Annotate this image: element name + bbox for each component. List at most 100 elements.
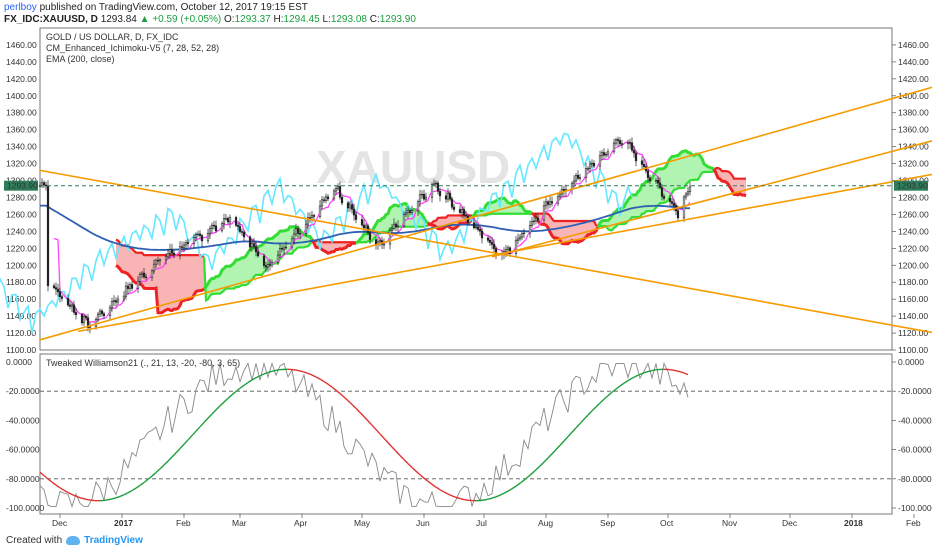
- candle-body: [682, 196, 686, 219]
- candle-body: [250, 243, 254, 248]
- signal-line-segment: [567, 431, 573, 438]
- signal-line-segment: [487, 497, 493, 500]
- candle-body: [602, 152, 606, 156]
- candle-body: [112, 300, 116, 302]
- signal-line-segment: [535, 465, 541, 471]
- signal-line-segment: [235, 387, 241, 392]
- signal-line-segment: [75, 495, 81, 499]
- candle-body: [588, 163, 592, 169]
- candle-body: [238, 226, 242, 232]
- candle-body: [626, 142, 630, 144]
- candle-body: [406, 210, 410, 214]
- candle-body: [420, 193, 424, 196]
- author-link[interactable]: perlboy: [4, 2, 37, 13]
- senkou-span-b: [713, 166, 746, 180]
- candle-body: [452, 206, 456, 210]
- candle-body: [70, 304, 74, 307]
- signal-line-segment: [259, 373, 265, 377]
- y-tick-label: 1160.00: [898, 294, 928, 304]
- signal-line-segment: [447, 493, 453, 497]
- signal-line-segment: [603, 395, 609, 400]
- signal-line-segment: [111, 497, 117, 500]
- candle-body: [44, 184, 48, 187]
- y-tick-label-left: 1420.00: [6, 74, 37, 84]
- candle-body: [60, 296, 64, 299]
- candle-body: [196, 233, 200, 236]
- candle-body: [164, 256, 168, 261]
- candle-body: [486, 237, 490, 241]
- candle-body: [290, 238, 294, 248]
- candle-body: [68, 304, 72, 307]
- candle-body: [450, 198, 454, 208]
- bearish-cloud: [714, 167, 746, 196]
- candle-body: [514, 239, 518, 254]
- candle-body: [186, 242, 190, 244]
- y-tick-label-left: 1380.00: [6, 108, 37, 118]
- senkou-span-b: [598, 169, 715, 232]
- candle-body: [472, 222, 476, 228]
- candle-body: [534, 217, 538, 222]
- signal-line-segment: [639, 372, 645, 376]
- signal-line-segment: [151, 472, 157, 477]
- signal-line-segment: [291, 368, 297, 371]
- tradingview-logo[interactable]: TradingView: [84, 535, 143, 546]
- y-tick-label-left: 1180.00: [6, 277, 36, 287]
- signal-line-segment: [599, 398, 605, 404]
- footer: Created with TradingView: [6, 535, 143, 546]
- signal-line-segment: [187, 435, 193, 441]
- y-tick-label-left: 1300.00: [6, 176, 37, 186]
- candle-body: [276, 254, 280, 263]
- candle-body: [312, 215, 316, 217]
- signal-line-segment: [275, 369, 281, 372]
- candle-body: [362, 224, 366, 229]
- trendline: [77, 173, 932, 333]
- candle-body: [110, 301, 114, 309]
- signal-line-segment: [683, 372, 689, 376]
- candle-body: [234, 217, 238, 226]
- williams-r-line: [39, 361, 689, 508]
- candle-body: [130, 284, 134, 289]
- signal-line-segment: [83, 498, 89, 501]
- signal-line-segment: [299, 370, 305, 373]
- candle-body: [592, 162, 596, 167]
- signal-line-segment: [251, 377, 257, 381]
- candle-body: [590, 162, 594, 165]
- signal-line-segment: [71, 493, 77, 497]
- x-tick-label: Sep: [600, 518, 615, 528]
- candle-body: [100, 310, 104, 315]
- candle-body: [518, 236, 522, 240]
- candle-body: [102, 313, 106, 317]
- candle-body: [600, 152, 604, 157]
- candle-body: [282, 247, 286, 250]
- candle-body: [374, 239, 378, 245]
- candle-body: [144, 276, 148, 279]
- signal-line-segment: [575, 423, 581, 429]
- price-chart-svg[interactable]: XAUUSD 1460.00 1460.00 1440.00 1440.00 1420.…: [0, 0, 932, 532]
- signal-line-segment: [63, 489, 69, 494]
- signal-line-segment: [255, 375, 261, 379]
- candle-body: [182, 244, 186, 248]
- signal-line-segment: [211, 409, 217, 415]
- candle-body: [444, 195, 448, 200]
- signal-line-segment: [295, 369, 301, 372]
- candle-body: [632, 149, 636, 154]
- signal-line-segment: [627, 377, 633, 382]
- candle-body: [642, 164, 646, 167]
- candle-body: [262, 255, 266, 266]
- candle-body: [178, 246, 182, 256]
- candle-body: [394, 223, 398, 228]
- chart-area[interactable]: XAUUSD 1460.00 1460.00 1440.00 1440.00 1420.…: [0, 0, 932, 537]
- candle-body: [532, 220, 536, 223]
- candle-body: [548, 201, 552, 205]
- osc-tick-label: -100.0000: [898, 503, 932, 513]
- candle-body: [58, 291, 62, 297]
- candle-body: [56, 288, 60, 293]
- osc-tick-label: -60.0000: [898, 445, 932, 455]
- signal-line-segment: [579, 418, 585, 425]
- osc-tick-label: 0.0000: [898, 357, 924, 367]
- candle-body: [194, 234, 198, 238]
- candle-body: [334, 188, 338, 192]
- signal-line-segment: [327, 383, 333, 388]
- x-tick-label: Feb: [176, 518, 191, 528]
- candle-body: [346, 202, 350, 209]
